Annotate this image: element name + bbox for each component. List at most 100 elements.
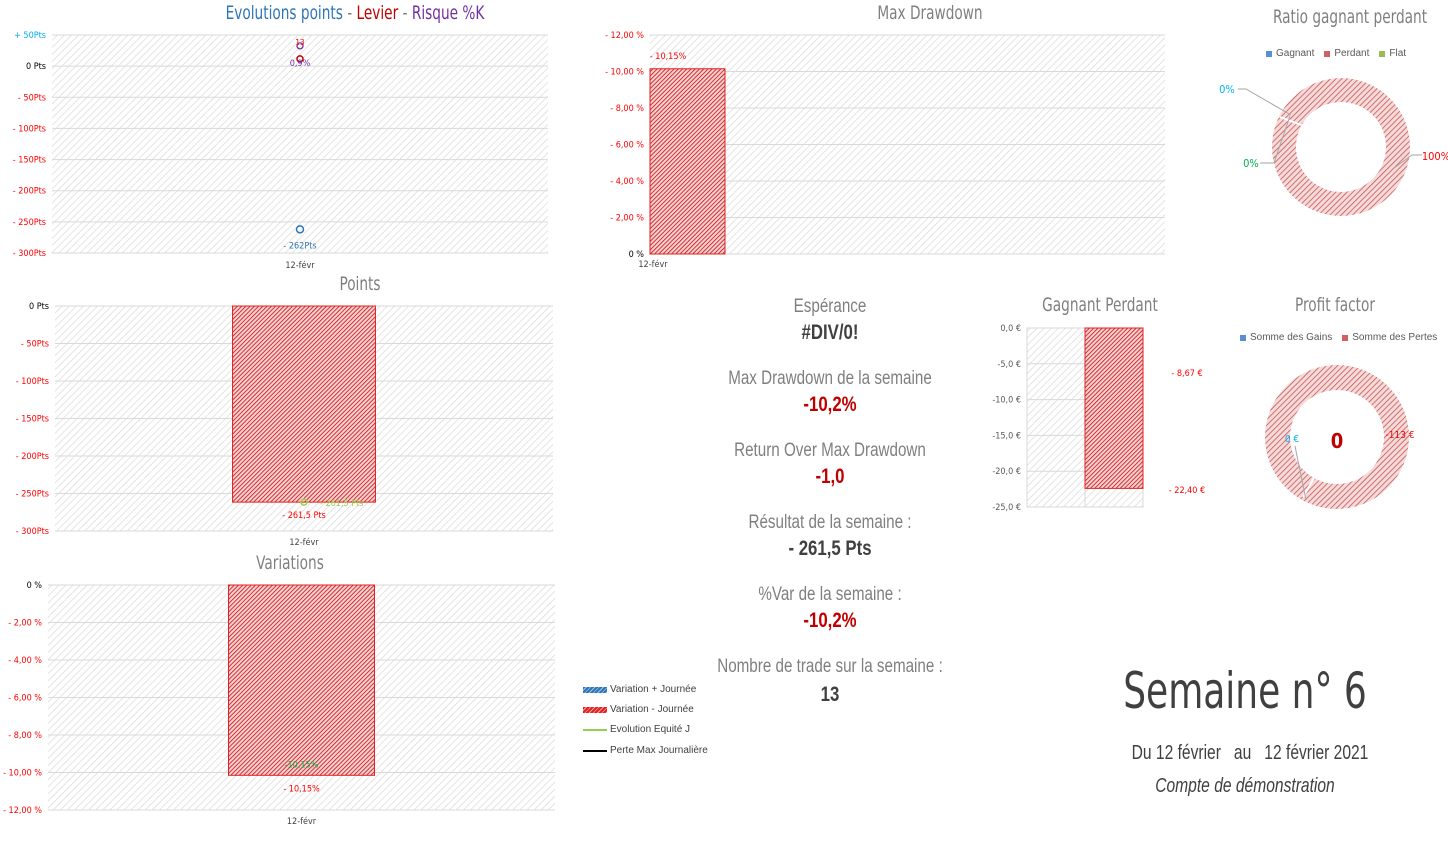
- y-tick-label: 0 Pts: [29, 302, 49, 312]
- legend-variation-plus: Variation + Journée: [583, 684, 696, 695]
- romd-label: Return Over Max Drawdown: [734, 440, 926, 461]
- y-tick-label: - 300Pts: [16, 527, 49, 537]
- title-part-risque: Risque %K: [411, 2, 485, 24]
- flat-pct-label: 0%: [1243, 157, 1259, 170]
- gains-value-label: 0 €: [1285, 434, 1300, 445]
- y-tick-label: - 50Pts: [21, 340, 49, 350]
- perdant-data-label: - 22,40 €: [1169, 486, 1205, 496]
- risque-marker: [296, 55, 304, 63]
- y-tick-label: - 50Pts: [18, 93, 46, 103]
- y-tick-label: - 2,00 %: [8, 619, 42, 629]
- y-tick-label: - 12,00 %: [605, 31, 644, 41]
- maxdd-chart-title: Max Drawdown: [877, 2, 983, 24]
- legend-gains: Somme des Gains: [1250, 332, 1333, 343]
- risque-data-label: 0,9%: [290, 59, 311, 69]
- loss-bar: [232, 305, 376, 503]
- leader-line: [1393, 154, 1422, 169]
- legend-equity: Evolution Equité J: [583, 724, 690, 735]
- y-tick-label: - 100Pts: [13, 124, 46, 134]
- result-label: Résultat de la semaine :: [748, 512, 912, 533]
- y-tick-label: - 150Pts: [13, 156, 46, 166]
- equity-data-label: -10,15%: [285, 760, 319, 770]
- legend-perdant: Perdant: [1334, 48, 1370, 59]
- bar-data-label: - 10,15%: [650, 52, 687, 62]
- ratio-chart-title: Ratio gagnant perdant: [1272, 6, 1428, 28]
- max-dd-value: -10,2%: [803, 393, 857, 416]
- result-value: - 261,5 Pts: [788, 537, 872, 560]
- week-to-sep: au: [1233, 742, 1252, 764]
- week-to: 12 février 2021: [1264, 742, 1369, 764]
- legend-swatch-blue: [583, 686, 607, 693]
- profit-factor-legend: Somme des Gains Somme des Pertes: [1240, 332, 1437, 343]
- var-label: %Var de la semaine :: [758, 584, 902, 605]
- legend-label: Evolution Equité J: [610, 724, 691, 735]
- y-tick-label: -15,0 €: [992, 431, 1021, 441]
- profit-factor-value: 0: [1331, 429, 1344, 453]
- y-tick-label: -20,0 €: [992, 467, 1021, 477]
- legend-swatch-perdant: [1324, 50, 1331, 57]
- ratio-legend: Gagnant Perdant Flat: [1266, 48, 1406, 59]
- legend-max-loss: Perte Max Journalière: [583, 745, 708, 756]
- loss-bar: [227, 584, 376, 776]
- legend-pertes: Somme des Pertes: [1352, 332, 1438, 343]
- gagnant-pct-label: 0%: [1219, 83, 1235, 96]
- legend-swatch-red: [583, 706, 607, 713]
- equity-marker: [300, 498, 308, 506]
- y-tick-label: -5,0 €: [997, 360, 1021, 370]
- var-value: -10,2%: [803, 609, 857, 632]
- points-data-label: - 262Pts: [283, 241, 316, 251]
- drawdown-bar: [649, 68, 726, 255]
- y-tick-label: - 150Pts: [16, 415, 49, 425]
- y-tick-label: - 6,00 %: [8, 694, 42, 704]
- x-tick-label: 12-févr: [638, 259, 668, 270]
- bar-data-label: - 261,5 Pts: [282, 511, 326, 521]
- esperance-value: #DIV/0!: [801, 321, 859, 344]
- account-name: Compte de démonstration: [1155, 775, 1335, 797]
- title-sep: -: [398, 2, 412, 24]
- plot-area: [52, 35, 548, 253]
- y-tick-label: -25,0 €: [992, 503, 1021, 513]
- legend-swatch-pertes: [1342, 334, 1349, 341]
- leader-line: [1238, 88, 1292, 116]
- y-tick-label: - 4,00 %: [8, 656, 42, 666]
- legend-swatch-gains: [1240, 334, 1246, 341]
- points-chart-title: Points: [339, 273, 381, 295]
- y-tick-label: 0 %: [27, 581, 43, 591]
- week-title: Semaine n° 6: [1123, 662, 1367, 720]
- y-tick-label: - 12,00 %: [3, 806, 42, 816]
- y-tick-label: -10,0 €: [992, 396, 1021, 406]
- y-tick-label: + 50Pts: [14, 31, 46, 41]
- legend-swatch-gagnant: [1266, 50, 1272, 57]
- trades-value: 13: [820, 683, 840, 706]
- legend-swatch-green: [583, 728, 607, 731]
- y-tick-label: 0 Pts: [26, 62, 46, 72]
- levier-data-label: 13: [295, 38, 304, 47]
- legend-swatch-black: [583, 749, 607, 752]
- y-tick-label: - 4,00 %: [610, 177, 644, 187]
- y-tick-label: - 8,00 %: [8, 731, 42, 741]
- y-tick-label: - 200Pts: [16, 452, 49, 462]
- levier-marker: [296, 42, 304, 50]
- title-sep: -: [342, 2, 357, 24]
- y-tick-label: - 8,00 %: [610, 104, 644, 114]
- legend-flat: Flat: [1389, 48, 1407, 59]
- title-part-levier: Levier: [356, 2, 399, 24]
- y-tick-label: 0 %: [629, 250, 645, 260]
- points-marker: [295, 225, 305, 234]
- esperance-label: Espérance: [793, 296, 867, 317]
- trades-label: Nombre de trade sur la semaine :: [717, 656, 943, 677]
- y-tick-label: - 200Pts: [13, 187, 46, 197]
- y-tick-label: - 100Pts: [16, 377, 49, 387]
- x-tick-label: 12-févr: [285, 260, 315, 271]
- y-tick-label: - 300Pts: [13, 249, 46, 259]
- legend-gagnant: Gagnant: [1276, 48, 1315, 59]
- week-from: Du 12 février: [1131, 742, 1221, 764]
- legend-label: Variation - Journée: [610, 704, 694, 715]
- gagnant-data-label: - 8,67 €: [1171, 369, 1202, 379]
- y-tick-label: - 6,00 %: [610, 141, 644, 151]
- evolution-chart-title: Evolutions points - Levier - Risque %K: [199, 2, 511, 24]
- y-tick-label: - 10,00 %: [3, 769, 42, 779]
- romd-value: -1,0: [815, 465, 845, 488]
- gagnant-perdant-title: Gagnant Perdant: [1042, 294, 1158, 316]
